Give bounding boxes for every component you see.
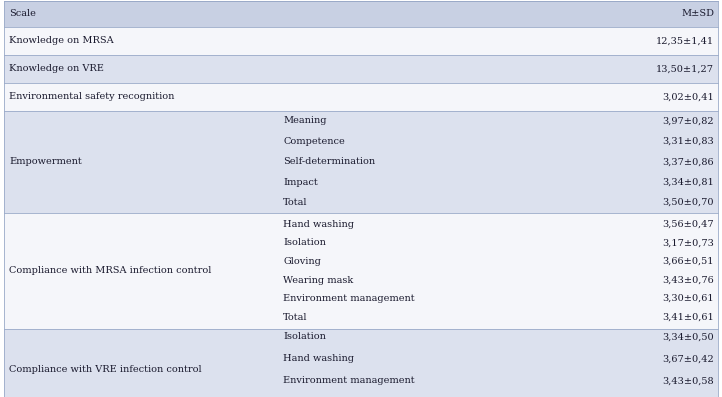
Text: 3,43±0,58: 3,43±0,58: [662, 376, 714, 385]
Bar: [4, 213, 718, 329]
Text: 3,34±0,81: 3,34±0,81: [662, 178, 714, 187]
Text: Total: Total: [283, 313, 308, 322]
Text: 3,66±0,51: 3,66±0,51: [663, 257, 714, 266]
Text: 3,67±0,42: 3,67±0,42: [662, 355, 714, 363]
Text: 3,02±0,41: 3,02±0,41: [662, 92, 714, 101]
Text: Total: Total: [283, 198, 308, 207]
Text: Compliance with MRSA infection control: Compliance with MRSA infection control: [9, 266, 212, 275]
Text: Meaning: Meaning: [283, 116, 326, 125]
Text: Compliance with VRE infection control: Compliance with VRE infection control: [9, 365, 202, 374]
Text: 3,30±0,61: 3,30±0,61: [662, 294, 714, 303]
Text: 12,35±1,41: 12,35±1,41: [656, 36, 714, 45]
Text: Isolation: Isolation: [283, 333, 326, 341]
Text: 13,50±1,27: 13,50±1,27: [656, 64, 714, 73]
Text: 3,41±0,61: 3,41±0,61: [662, 313, 714, 322]
Text: Hand washing: Hand washing: [283, 220, 354, 229]
Text: 3,56±0,47: 3,56±0,47: [662, 220, 714, 229]
Bar: [4, 27, 718, 55]
Bar: [4, 55, 718, 83]
Text: 3,34±0,50: 3,34±0,50: [662, 333, 714, 341]
Text: 3,17±0,73: 3,17±0,73: [662, 239, 714, 247]
Bar: [4, 329, 718, 397]
Text: Self-determination: Self-determination: [283, 157, 375, 166]
Text: Wearing mask: Wearing mask: [283, 276, 353, 285]
Text: Hand washing: Hand washing: [283, 355, 354, 363]
Text: 3,97±0,82: 3,97±0,82: [662, 116, 714, 125]
Text: 3,50±0,70: 3,50±0,70: [663, 198, 714, 207]
Text: Environmental safety recognition: Environmental safety recognition: [9, 92, 175, 101]
Text: Environment management: Environment management: [283, 376, 414, 385]
Text: M±SD: M±SD: [681, 9, 714, 18]
Text: Empowerment: Empowerment: [9, 157, 82, 166]
Text: Isolation: Isolation: [283, 239, 326, 247]
Text: Gloving: Gloving: [283, 257, 321, 266]
Text: 3,43±0,76: 3,43±0,76: [662, 276, 714, 285]
Text: 3,31±0,83: 3,31±0,83: [662, 137, 714, 146]
Text: Competence: Competence: [283, 137, 345, 146]
Text: Scale: Scale: [9, 9, 36, 18]
Bar: [4, 111, 718, 213]
Text: Knowledge on MRSA: Knowledge on MRSA: [9, 36, 114, 45]
Text: Environment management: Environment management: [283, 294, 414, 303]
Text: Impact: Impact: [283, 178, 318, 187]
Bar: [4, 1, 718, 27]
Text: Knowledge on VRE: Knowledge on VRE: [9, 64, 104, 73]
Bar: [4, 83, 718, 111]
Text: 3,37±0,86: 3,37±0,86: [662, 157, 714, 166]
